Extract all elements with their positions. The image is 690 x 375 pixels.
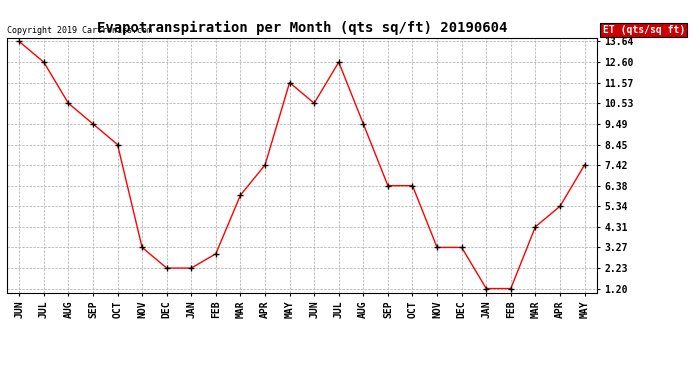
Text: ET (qts/sq ft): ET (qts/sq ft) xyxy=(603,25,685,35)
Title: Evapotranspiration per Month (qts sq/ft) 20190604: Evapotranspiration per Month (qts sq/ft)… xyxy=(97,21,507,35)
Text: Copyright 2019 Cartronics.com: Copyright 2019 Cartronics.com xyxy=(7,26,152,35)
